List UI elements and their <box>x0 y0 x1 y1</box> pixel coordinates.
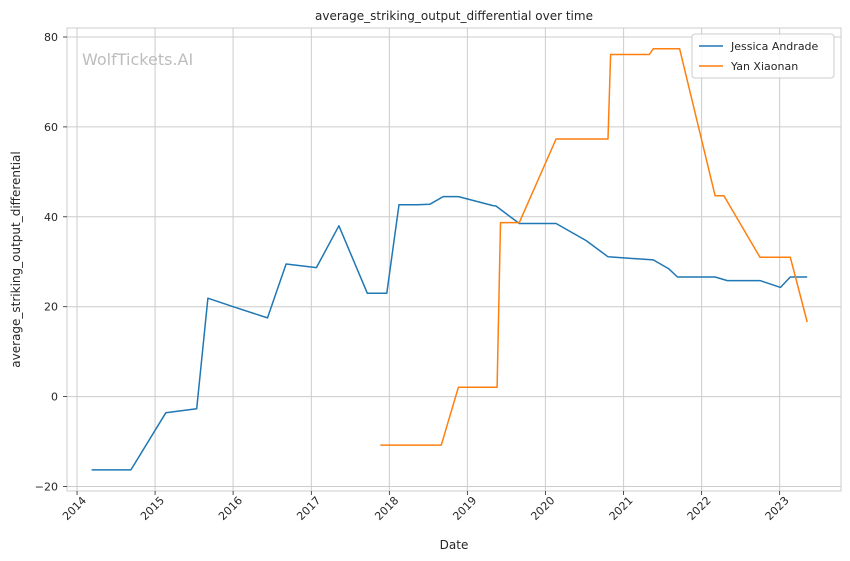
y-tick-label: −20 <box>35 481 58 494</box>
y-axis-ticks: −20 0 20 40 60 80 <box>35 31 67 494</box>
series-line-jessica-andrade <box>91 195 808 471</box>
x-axis-title: Date <box>440 538 469 552</box>
chart-title: average_striking_output_differential ove… <box>315 9 593 23</box>
plot-border <box>66 27 842 492</box>
legend-box <box>691 33 835 79</box>
series-line-yan-xiaonan <box>380 47 808 446</box>
y-tick-label: 0 <box>51 391 58 404</box>
watermark-text: WolfTickets.AI <box>82 50 193 69</box>
y-tick-label: 40 <box>44 211 58 224</box>
y-tick-label: 20 <box>44 301 58 314</box>
legend: Jessica Andrade Yan Xiaonan <box>691 33 835 79</box>
plot-frame <box>66 27 842 492</box>
grid-lines <box>67 28 841 491</box>
legend-label-jessica-andrade: Jessica Andrade <box>730 40 819 53</box>
legend-label-yan-xiaonan: Yan Xiaonan <box>730 60 798 73</box>
y-tick-label: 60 <box>44 121 58 134</box>
y-axis-title: average_striking_output_differential <box>9 151 23 367</box>
y-tick-label: 80 <box>44 31 58 44</box>
series-lines <box>91 47 808 471</box>
plot-area <box>67 28 841 491</box>
